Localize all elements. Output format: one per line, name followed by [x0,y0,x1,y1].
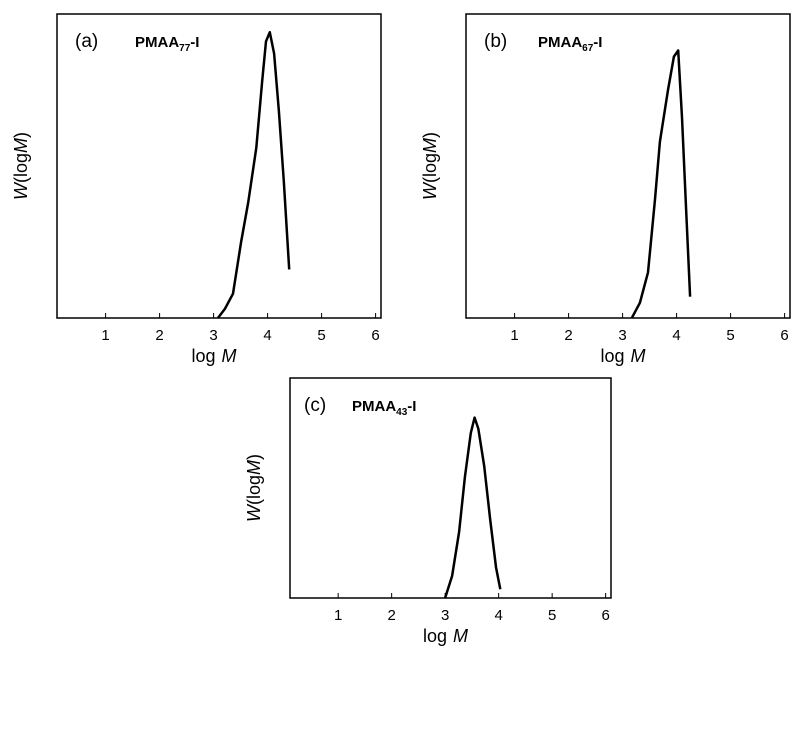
series-title: PMAA77-I [135,34,199,54]
x-tick-label: 5 [726,327,734,344]
x-tick-label: 1 [101,327,109,344]
x-tick-label: 4 [263,327,271,344]
panel-label: (b) [484,31,507,52]
x-tick-label: 1 [334,607,342,624]
x-tick-label: 4 [672,327,680,344]
y-label-italic: W [420,181,440,200]
x-tick-label: 3 [441,607,449,624]
y-label-italic: M [420,138,440,153]
x-tick-label: 4 [494,607,502,624]
title-subscript: 67 [582,43,594,54]
title-base: PMAA [352,398,396,415]
title-base: PMAA [135,34,179,51]
y-axis-label: W(logM) [244,454,264,522]
x-tick-label: 2 [387,607,395,624]
y-axis-label: W(logM) [420,132,440,200]
x-tick-label: 5 [548,607,556,624]
x-tick-label: 6 [371,327,379,344]
x-label-text: log [423,626,447,646]
x-tick-label: 6 [780,327,788,344]
x-tick-label: 2 [564,327,572,344]
x-axis-label: log M [191,346,236,366]
y-axis-label: W(logM) [11,132,31,200]
x-label-italic: M [453,626,468,646]
x-axis-label: log M [423,626,468,646]
x-label-text: log [191,346,215,366]
y-label-text: ) [420,132,440,138]
series-title: PMAA43-I [352,398,416,418]
y-label-text: ) [244,454,264,460]
y-label-italic: M [11,138,31,153]
y-label-text: (log [244,475,264,505]
data-line [630,49,692,319]
x-tick-label: 2 [155,327,163,344]
y-label-italic: W [244,503,264,522]
plot-frame [56,13,382,319]
title-subscript: 77 [179,43,191,54]
x-tick-label: 3 [209,327,217,344]
data-line [216,30,291,319]
y-label-text: ) [11,132,31,138]
x-tick-label: 3 [618,327,626,344]
series-title: PMAA67-I [538,34,602,54]
x-label-text: log [600,346,624,366]
panel-label-text: (c) [304,395,326,416]
plot-frame [289,377,612,599]
panel-label: (c) [304,395,326,416]
title-suffix: -I [190,34,199,51]
x-tick-label: 1 [510,327,518,344]
panel-label: (a) [75,31,98,52]
plot-frame [465,13,791,319]
x-tick-label: 6 [601,607,609,624]
data-line [443,416,502,599]
y-label-italic: M [244,460,264,475]
y-label-italic: W [11,181,31,200]
x-label-italic: M [631,346,646,366]
x-label-italic: M [222,346,237,366]
title-base: PMAA [538,34,582,51]
x-tick-label: 5 [317,327,325,344]
y-label-text: (log [11,153,31,183]
panel-label-text: (a) [75,31,98,52]
title-subscript: 43 [396,407,408,418]
panel-label-text: (b) [484,31,507,52]
y-label-text: (log [420,153,440,183]
title-suffix: -I [407,398,416,415]
x-axis-label: log M [600,346,645,366]
title-suffix: -I [593,34,602,51]
